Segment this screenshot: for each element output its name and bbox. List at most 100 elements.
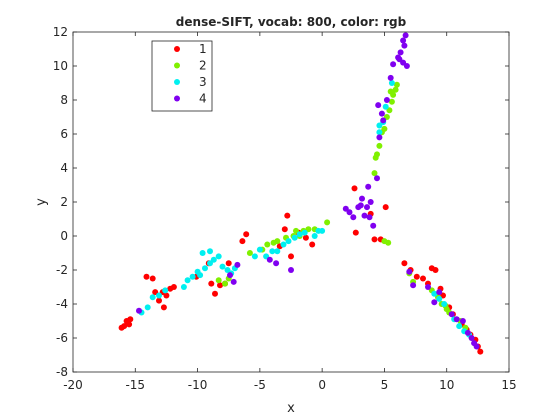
- legend-box: [151, 40, 213, 112]
- series-2-point: [392, 86, 399, 93]
- series-3-point: [269, 248, 276, 255]
- series-1-point: [284, 212, 291, 219]
- series-3-point: [311, 233, 318, 239]
- series-4-point: [400, 37, 407, 44]
- series-4-point: [367, 199, 374, 205]
- series-2-point: [388, 98, 395, 105]
- legend-marker-3: [174, 79, 180, 85]
- series-1-point: [382, 204, 389, 211]
- chart-title: dense-SIFT, vocab: 800, color: rgb: [176, 15, 407, 29]
- series-4-point: [383, 97, 390, 103]
- series-2-point: [324, 219, 331, 226]
- series-4-point: [410, 282, 417, 289]
- legend-label-4: 4: [199, 92, 207, 106]
- y-tick-label: -2: [56, 263, 68, 277]
- y-tick-label: 0: [60, 229, 68, 243]
- y-tick-label: -6: [56, 331, 68, 345]
- series-3-point: [319, 227, 326, 234]
- series-3-point: [215, 253, 222, 260]
- x-axis-label: x: [287, 401, 295, 416]
- series-1-point: [160, 304, 167, 311]
- series-2-point: [274, 238, 281, 245]
- series-1-point: [143, 273, 150, 280]
- series-1-point: [170, 284, 177, 290]
- series-4-point: [365, 183, 372, 190]
- x-tick-label: -15: [125, 378, 145, 392]
- series-2-point: [374, 151, 380, 158]
- x-tick-label: -5: [254, 378, 266, 392]
- series-4-point: [288, 267, 294, 273]
- legend-label-2: 2: [199, 59, 207, 73]
- series-1-point: [309, 241, 316, 248]
- series-3-point: [441, 301, 448, 307]
- series-4-point: [230, 278, 237, 285]
- series-3-point: [256, 246, 263, 253]
- series-4-point: [378, 110, 385, 117]
- series-2-point: [381, 125, 388, 132]
- x-tick-label: 0: [318, 378, 326, 392]
- series-4-point: [227, 272, 233, 279]
- series-3-point: [431, 290, 438, 297]
- y-tick-label: 2: [60, 195, 68, 209]
- series-4-point: [366, 214, 373, 221]
- series-4-point: [402, 32, 409, 39]
- series-3-point: [184, 277, 191, 284]
- x-tick-label: -20: [63, 378, 83, 392]
- legend: 1 2 3 4: [151, 40, 213, 112]
- series-4-point: [448, 311, 455, 318]
- series-1-point: [420, 275, 426, 282]
- series-4-point: [350, 214, 357, 221]
- series-4-point: [403, 63, 410, 69]
- series-4-point: [364, 204, 370, 211]
- series-3-point: [456, 323, 463, 330]
- series-3-point: [382, 103, 389, 110]
- series-3-point: [376, 129, 383, 136]
- y-tick-label: 4: [60, 161, 68, 175]
- series-2-point: [376, 142, 383, 149]
- series-1-point: [208, 280, 215, 287]
- series-2-point: [246, 250, 253, 256]
- series-4-point: [436, 289, 443, 296]
- series-3-point: [436, 295, 443, 302]
- series-2-point: [264, 241, 271, 248]
- series-1-point: [217, 282, 223, 289]
- series-3-point: [202, 265, 208, 272]
- series-4-point: [406, 268, 413, 275]
- series-4-point: [473, 343, 480, 350]
- series-1-point: [302, 234, 309, 241]
- series-3-point: [296, 231, 303, 238]
- series-3-point: [197, 272, 204, 279]
- series-4-point: [425, 284, 431, 290]
- series-1-point: [351, 185, 358, 192]
- series-4-point: [401, 42, 408, 49]
- series-1-point: [239, 238, 246, 245]
- y-tick-label: 6: [60, 127, 68, 141]
- series-1-point: [477, 348, 484, 355]
- series-3-point: [199, 250, 206, 256]
- series-4-point: [266, 256, 273, 263]
- series-1-point: [281, 226, 288, 233]
- y-tick-label: 10: [53, 59, 68, 73]
- series-4-point: [380, 117, 387, 124]
- series-3-point: [207, 248, 213, 255]
- x-tick-label: 10: [439, 378, 454, 392]
- series-3-point: [156, 292, 162, 299]
- series-4-point: [374, 175, 380, 182]
- series-2-point: [371, 170, 378, 177]
- series-2-point: [393, 81, 400, 88]
- legend-marker-1: [174, 46, 180, 52]
- series-1-point: [123, 318, 130, 324]
- legend-marker-2: [174, 62, 180, 69]
- series-3-point: [189, 273, 196, 280]
- series-2-point: [387, 88, 394, 95]
- series-2-point: [215, 277, 222, 284]
- series-4-point: [136, 307, 142, 314]
- series-1-point: [163, 292, 170, 299]
- series-3-point: [301, 229, 308, 236]
- series-4-point: [431, 299, 438, 306]
- legend-label-1: 1: [199, 42, 207, 56]
- y-tick-label: -4: [56, 297, 68, 311]
- series-3-point: [280, 241, 287, 248]
